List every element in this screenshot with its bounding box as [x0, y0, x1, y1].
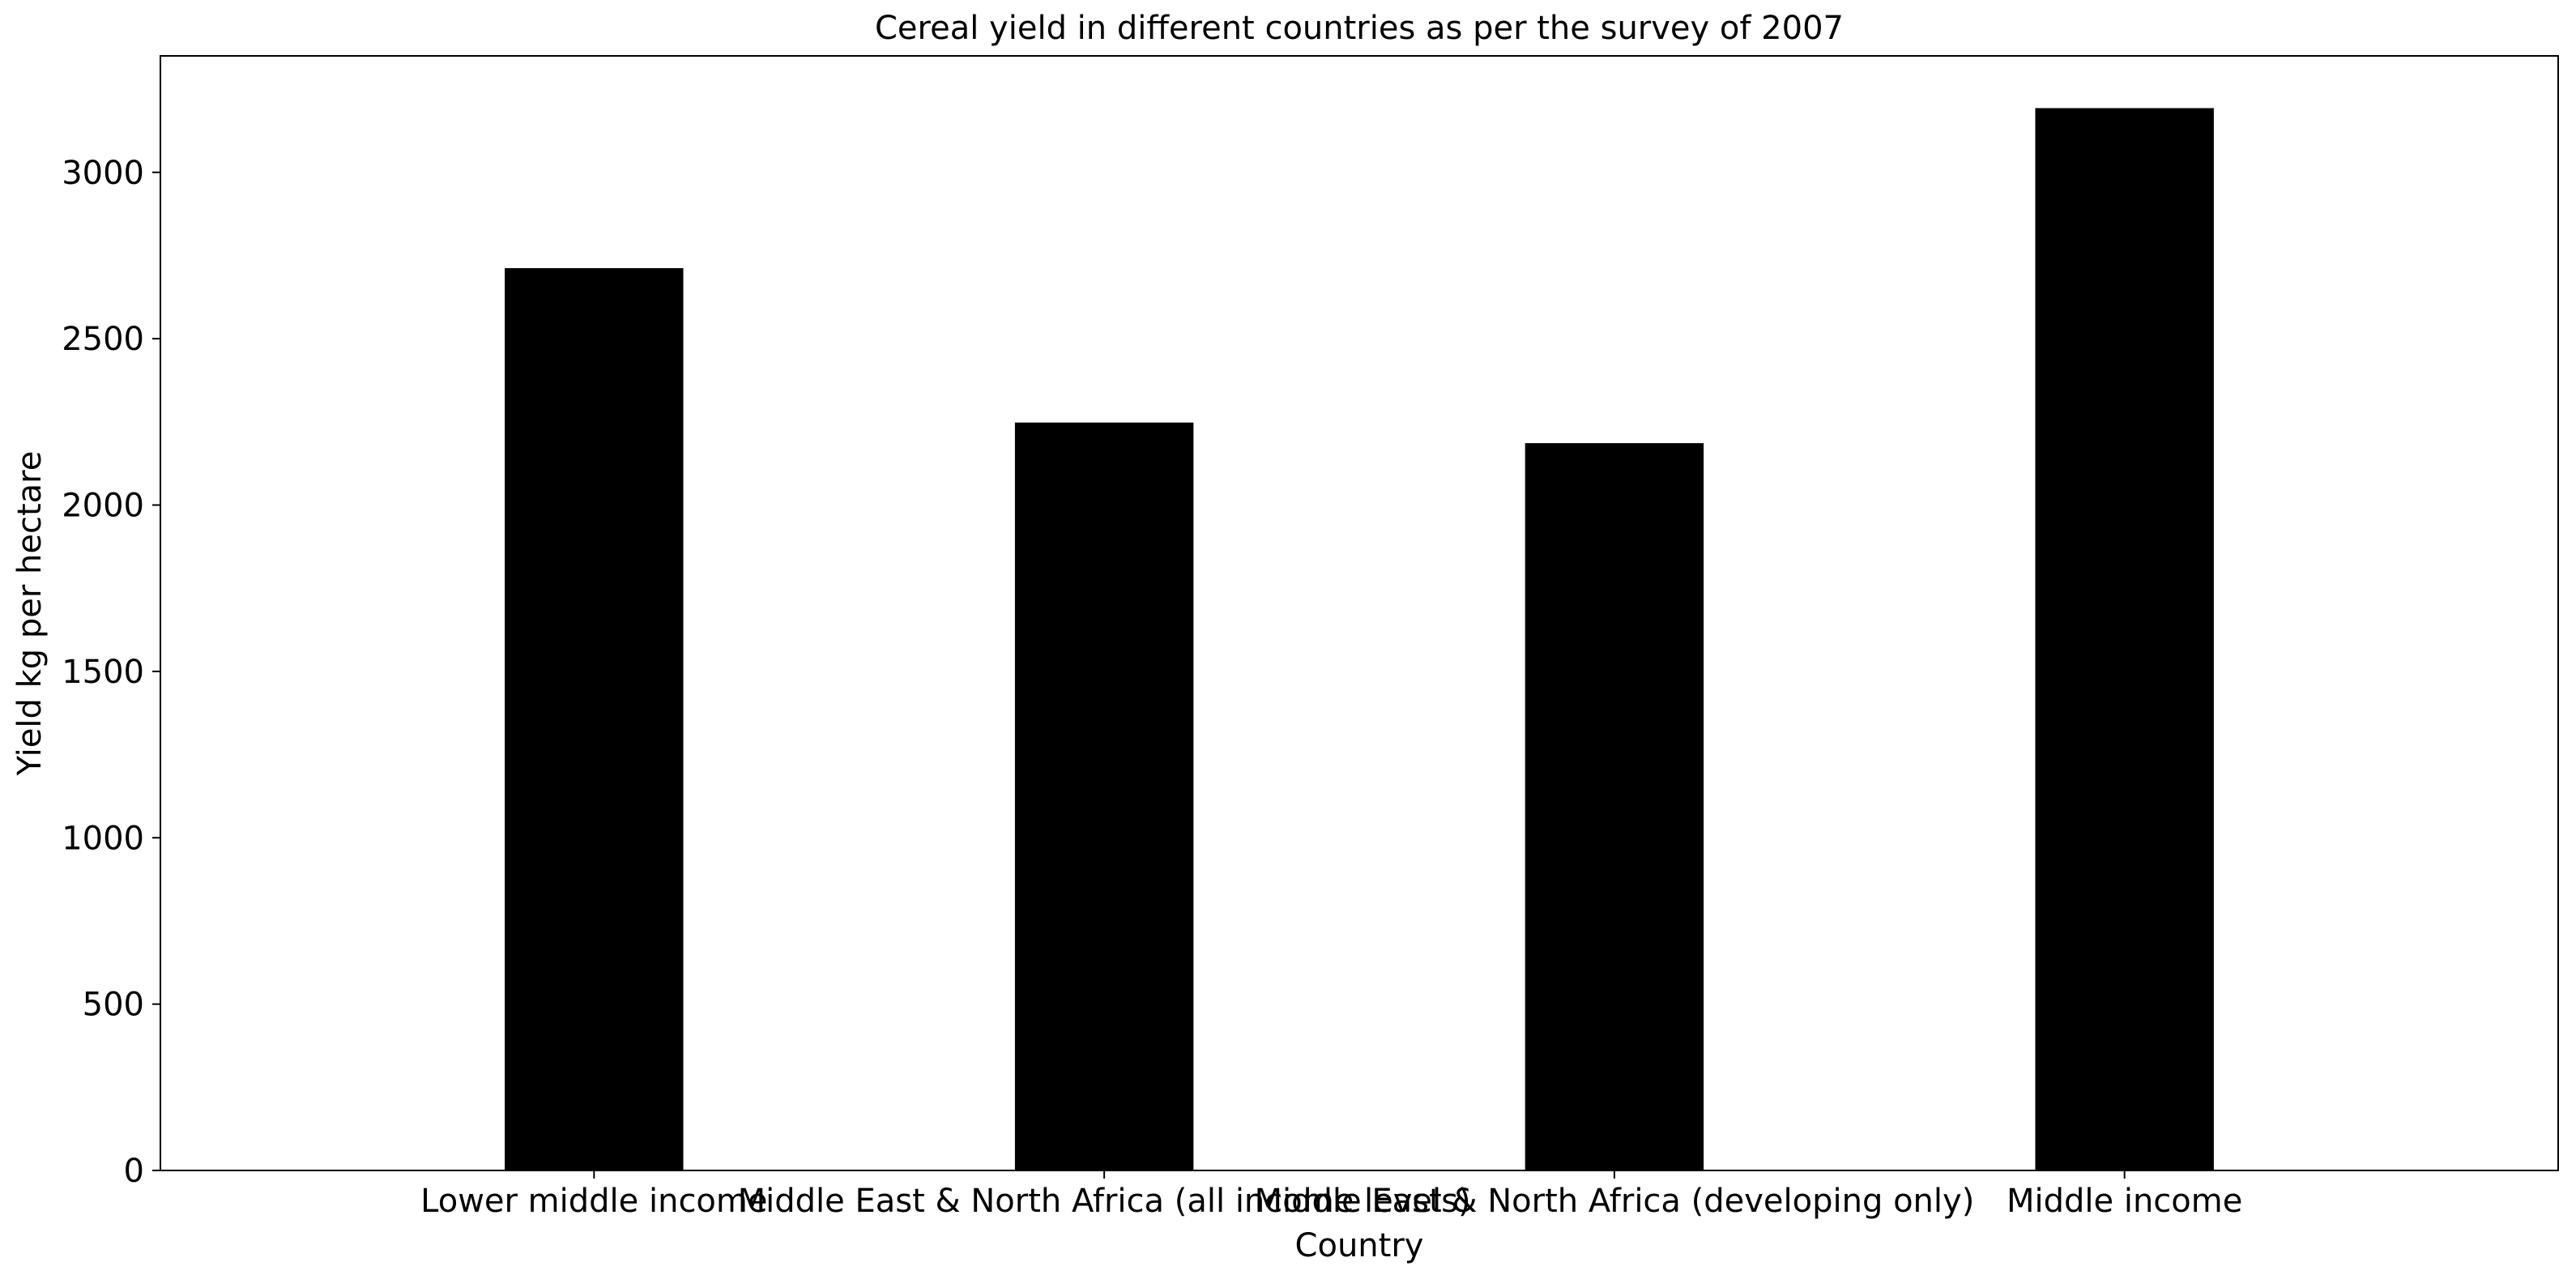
y-tick-label: 2000 — [62, 488, 144, 525]
y-tick-label: 3000 — [62, 155, 144, 192]
x-tick-label: Middle East & North Africa (developing o… — [1254, 1183, 1974, 1220]
y-tick-label: 2500 — [62, 321, 144, 358]
y-axis: 0 500 1000 1500 2000 2500 3000 — [62, 155, 160, 1190]
y-tick-label: 0 — [124, 1153, 144, 1190]
x-tick-label: Middle income — [2007, 1183, 2242, 1220]
x-tick-label: Middle East & North Africa (all income l… — [738, 1183, 1471, 1220]
bar — [1014, 422, 1194, 1170]
bar — [2035, 108, 2214, 1170]
y-tick-label: 1500 — [62, 654, 144, 691]
y-tick-label: 500 — [83, 987, 144, 1024]
x-axis-label: Country — [1295, 1227, 1424, 1264]
bar — [505, 268, 684, 1170]
chart-title: Cereal yield in different countries as p… — [875, 10, 1844, 47]
plot-area-frame — [160, 55, 2559, 1171]
x-tick-label: Lower middle income — [420, 1183, 767, 1220]
bars — [505, 108, 2214, 1170]
bar — [1525, 443, 1704, 1170]
y-axis-label: Yield kg per hectare — [11, 451, 49, 777]
y-tick-label: 1000 — [62, 820, 144, 857]
